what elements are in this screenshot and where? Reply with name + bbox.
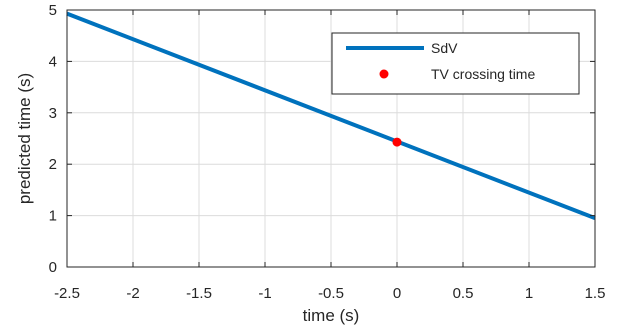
x-tick-label: -1 [258, 285, 271, 302]
y-tick-label: 0 [49, 259, 57, 276]
y-tick-label: 5 [49, 2, 57, 19]
x-tick-label: 1.5 [585, 285, 606, 302]
y-tick-label: 2 [49, 156, 57, 173]
series-line-sdv [66, 11, 596, 221]
x-tick-label: 0.5 [453, 285, 474, 302]
y-tick-label: 1 [49, 208, 57, 225]
x-axis-label: time (s) [303, 306, 360, 325]
legend-box [331, 32, 580, 95]
x-tick-labels: -2.5 -2 -1.5 -1 -0.5 0 0.5 1 1.5 [54, 285, 605, 302]
y-axis-label: predicted time (s) [15, 73, 34, 204]
x-tick-label: -2 [126, 285, 139, 302]
tv-crossing-point [392, 137, 402, 147]
y-tick-label: 3 [49, 105, 57, 122]
legend-label-tv-crossing: TV crossing time [431, 66, 535, 82]
y-tick-label: 4 [49, 53, 57, 70]
x-tick-label: -0.5 [318, 285, 344, 302]
legend-label-sdv: SdV [431, 40, 458, 56]
y-tick-labels: 0 1 2 3 4 5 [49, 2, 57, 276]
x-tick-label: 0 [393, 285, 401, 302]
ticks [66, 9, 596, 268]
series-group [66, 11, 596, 221]
legend: SdV TV crossing time [331, 32, 580, 95]
x-tick-label: 1 [525, 285, 533, 302]
legend-marker-swatch [379, 69, 389, 79]
x-tick-label: -1.5 [186, 285, 212, 302]
x-tick-label: -2.5 [54, 285, 80, 302]
